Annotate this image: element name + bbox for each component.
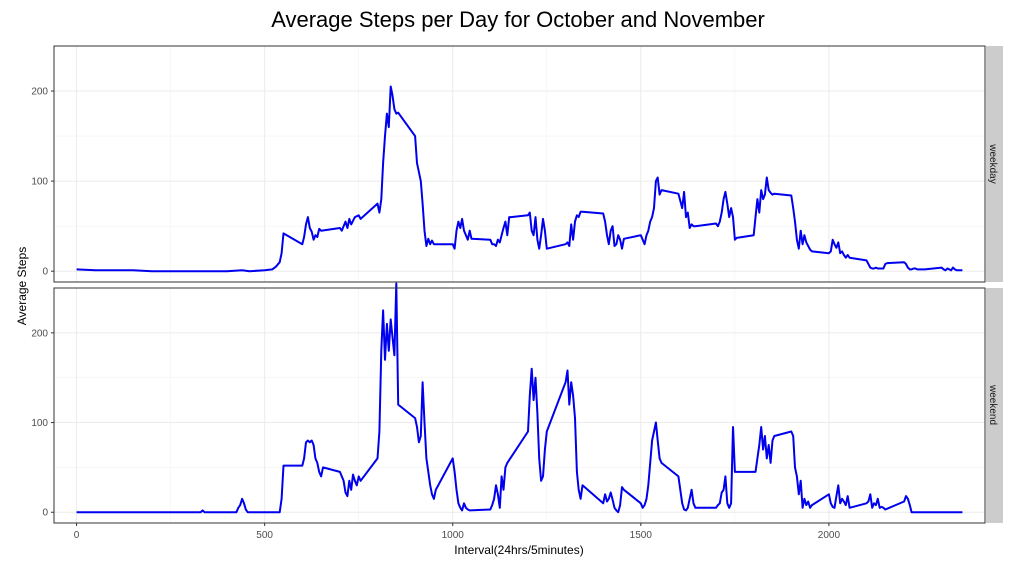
panel-background: [54, 46, 985, 282]
y-tick-label: 0: [42, 267, 48, 278]
strip-label-weekend: weekend: [987, 384, 998, 425]
x-tick-label: 1500: [630, 530, 653, 541]
panel-border: [53, 45, 986, 283]
series-line-weekend: [76, 282, 963, 514]
y-axis-label: Average Steps: [15, 247, 29, 326]
panel-background: [54, 288, 985, 523]
y-axis-ticks: 0 100 200: [31, 328, 54, 519]
y-axis-ticks: 0 100 200: [31, 87, 54, 278]
strip-label-weekday: weekday: [987, 143, 998, 183]
strip-background: [986, 46, 1003, 282]
panel-series: [76, 282, 963, 514]
y-tick-label: 200: [31, 87, 48, 98]
x-tick-label: 2000: [818, 530, 841, 541]
y-tick-label: 200: [31, 328, 48, 339]
panel-border: [53, 287, 986, 524]
x-tick-label: 1000: [442, 530, 465, 541]
y-tick-label: 100: [31, 418, 48, 429]
panel-weekend: 0 100 200 weekend: [31, 282, 1003, 524]
y-tick-label: 0: [42, 508, 48, 519]
chart-title: Average Steps per Day for October and No…: [271, 7, 765, 32]
y-tick-label: 100: [31, 177, 48, 188]
series-line-weekday: [76, 85, 963, 273]
strip-background: [986, 288, 1003, 523]
x-tick-label: 0: [74, 530, 80, 541]
x-axis-label: Interval(24hrs/5minutes): [454, 543, 583, 557]
panel-series: [76, 85, 963, 273]
x-tick-label: 500: [256, 530, 273, 541]
x-axis-ticks: 0 500 1000 1500 2000: [74, 523, 841, 541]
panel-weekday: 0 100 200 weekday: [31, 45, 1003, 283]
